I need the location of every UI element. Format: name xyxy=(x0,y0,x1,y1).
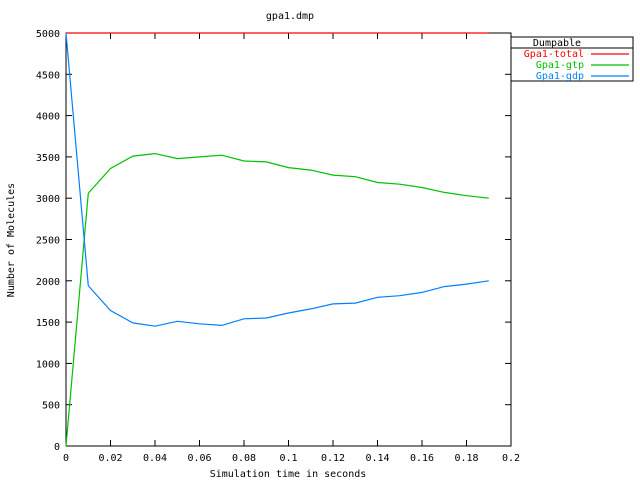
x-tick-label: 0.18 xyxy=(454,453,478,464)
x-tick-label: 0.14 xyxy=(365,453,389,464)
chart-title: gpa1.dmp xyxy=(266,11,314,22)
y-tick-label: 500 xyxy=(42,401,60,412)
x-tick-label: 0 xyxy=(63,453,69,464)
y-tick-label: 5000 xyxy=(36,29,60,40)
legend-box xyxy=(510,36,634,82)
x-tick-label: 0.16 xyxy=(410,453,434,464)
y-tick-label: 1500 xyxy=(36,318,60,329)
x-tick-label: 0.02 xyxy=(98,453,122,464)
y-tick-label: 3000 xyxy=(36,194,60,205)
x-tick-label: 0.1 xyxy=(279,453,297,464)
x-tick-label: 0.04 xyxy=(143,453,167,464)
y-tick-label: 3500 xyxy=(36,153,60,164)
x-tick-label: 0.2 xyxy=(502,453,520,464)
x-tick-label: 0.12 xyxy=(321,453,345,464)
y-axis-label: Number of Molecules xyxy=(6,183,17,297)
series-line-gpa1-gdp xyxy=(65,32,489,327)
x-tick-label: 0.08 xyxy=(232,453,256,464)
y-tick-label: 1000 xyxy=(36,359,60,370)
legend-label: Gpa1-total xyxy=(524,49,584,60)
series-line-gpa1-gtp xyxy=(65,152,489,447)
x-tick-label: 0.06 xyxy=(187,453,211,464)
y-tick-label: 2000 xyxy=(36,277,60,288)
legend-title: Dumpable xyxy=(533,38,581,49)
plot-frame xyxy=(65,32,512,447)
y-tick-label: 4000 xyxy=(36,112,60,123)
y-tick-label: 0 xyxy=(54,442,60,453)
legend-label: Gpa1-gdp xyxy=(536,71,584,82)
y-tick-label: 4500 xyxy=(36,70,60,81)
y-tick-label: 2500 xyxy=(36,236,60,247)
x-axis-label: Simulation time in seconds xyxy=(210,469,367,480)
legend-label: Gpa1-gtp xyxy=(536,60,584,71)
